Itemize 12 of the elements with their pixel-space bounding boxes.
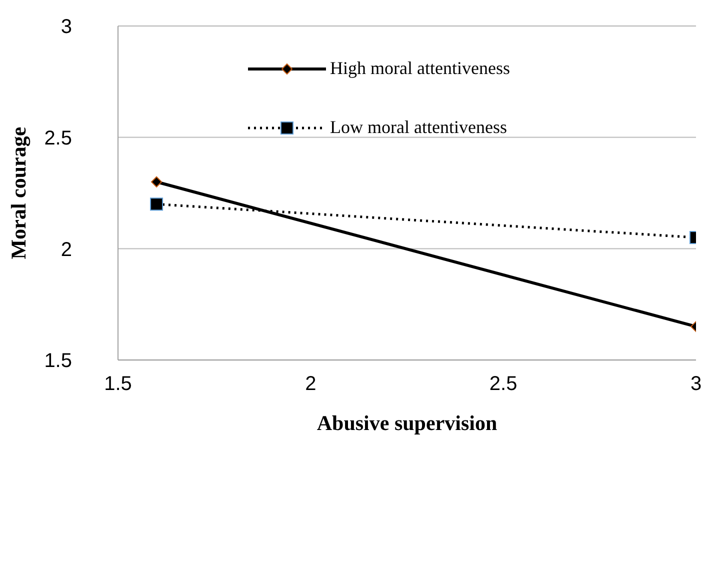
y-tick-label: 2 (60, 238, 72, 261)
x-tick-label: 2 (305, 373, 316, 396)
y-axis-title: Moral courage (6, 126, 30, 260)
x-tick-label: 3 (690, 373, 702, 396)
legend-label: High moral attentiveness (330, 58, 510, 79)
y-tick-label: 3 (60, 16, 72, 38)
y-tick-label: 2.5 (44, 127, 72, 150)
x-axis-title: Abusive supervision (316, 411, 498, 435)
legend-label: Low moral attentiveness (330, 117, 507, 138)
x-tick-label: 1.5 (104, 373, 132, 396)
y-tick-label: 1.5 (44, 350, 72, 372)
x-tick-label: 2.5 (489, 373, 518, 396)
